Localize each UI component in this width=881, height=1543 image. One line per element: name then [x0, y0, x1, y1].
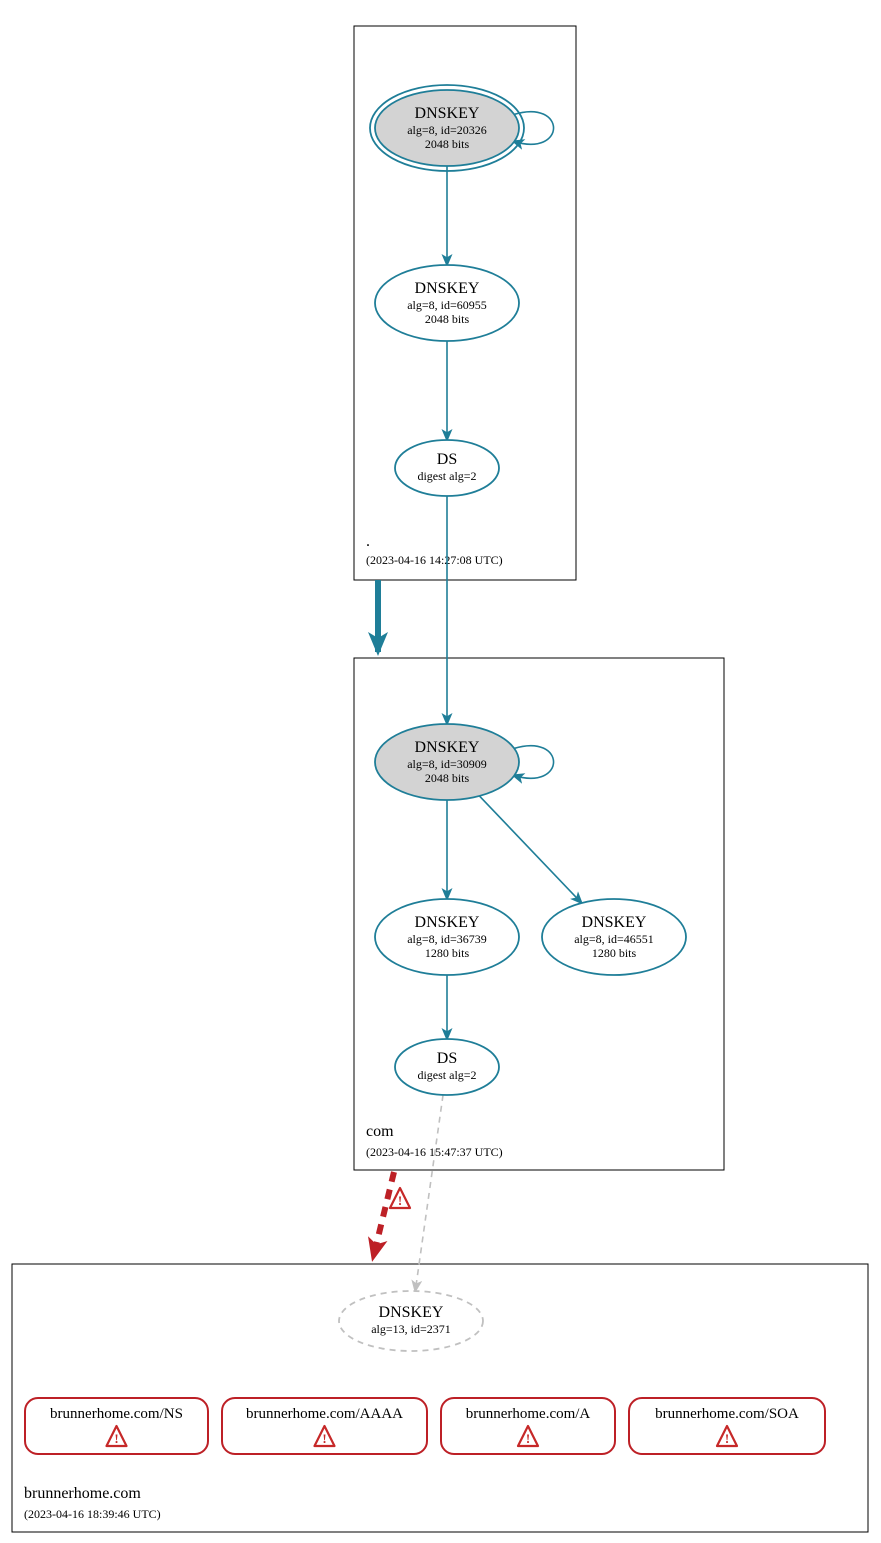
svg-text:!: ! — [322, 1431, 326, 1446]
node-line2-com_zsk1: alg=8, id=36739 — [407, 932, 487, 946]
svg-text:!: ! — [526, 1431, 530, 1446]
zone-timestamp-root: (2023-04-16 14:27:08 UTC) — [366, 553, 503, 567]
node-line3-root_ksk: 2048 bits — [425, 137, 470, 151]
node-line2-com_zsk2: alg=8, id=46551 — [574, 932, 654, 946]
node-line2-root_ds: digest alg=2 — [417, 469, 476, 483]
node-title-com_ds: DS — [437, 1050, 457, 1067]
node-title-domain_dnskey: DNSKEY — [379, 1304, 444, 1321]
node-com_ksk: DNSKEYalg=8, id=309092048 bits — [375, 724, 519, 800]
rr_aaaa-label: brunnerhome.com/AAAA — [246, 1406, 403, 1422]
svg-text:!: ! — [725, 1431, 729, 1446]
nodes: DNSKEYalg=8, id=203262048 bitsDNSKEYalg=… — [339, 85, 686, 1351]
node-title-com_ksk: DNSKEY — [415, 739, 480, 756]
edge-com_ds_domain_dnskey — [415, 1095, 443, 1291]
delegation-com_to_domain — [373, 1172, 394, 1258]
zone-label-root: . — [366, 533, 370, 550]
node-line2-com_ksk: alg=8, id=30909 — [407, 757, 487, 771]
node-line3-com_zsk2: 1280 bits — [592, 946, 637, 960]
zone-timestamp-domain: (2023-04-16 18:39:46 UTC) — [24, 1507, 161, 1521]
node-title-com_zsk2: DNSKEY — [582, 914, 647, 931]
node-title-root_ksk: DNSKEY — [415, 105, 480, 122]
delegation-warn-com_to_domain-icon: ! — [390, 1188, 410, 1208]
node-title-root_zsk: DNSKEY — [415, 280, 480, 297]
node-com_ds: DSdigest alg=2 — [395, 1039, 499, 1095]
node-root_ksk: DNSKEYalg=8, id=203262048 bits — [370, 85, 524, 171]
node-line2-root_zsk: alg=8, id=60955 — [407, 298, 487, 312]
node-line3-com_ksk: 2048 bits — [425, 771, 470, 785]
node-line2-root_ksk: alg=8, id=20326 — [407, 123, 487, 137]
node-line3-root_zsk: 2048 bits — [425, 312, 470, 326]
rr_soa-label: brunnerhome.com/SOA — [655, 1406, 799, 1422]
node-com_zsk2: DNSKEYalg=8, id=465511280 bits — [542, 899, 686, 975]
node-domain_dnskey: DNSKEYalg=13, id=2371 — [339, 1291, 483, 1351]
zone-label-domain: brunnerhome.com — [24, 1485, 141, 1502]
node-root_ds: DSdigest alg=2 — [395, 440, 499, 496]
rr_a-label: brunnerhome.com/A — [466, 1406, 591, 1422]
node-line3-com_zsk1: 1280 bits — [425, 946, 470, 960]
node-root_zsk: DNSKEYalg=8, id=609552048 bits — [375, 265, 519, 341]
node-com_zsk1: DNSKEYalg=8, id=367391280 bits — [375, 899, 519, 975]
node-title-root_ds: DS — [437, 451, 457, 468]
node-title-com_zsk1: DNSKEY — [415, 914, 480, 931]
rr_ns-label: brunnerhome.com/NS — [50, 1406, 183, 1422]
node-line2-com_ds: digest alg=2 — [417, 1068, 476, 1082]
svg-text:!: ! — [114, 1431, 118, 1446]
svg-text:!: ! — [398, 1193, 402, 1208]
zone-label-com: com — [366, 1123, 394, 1140]
edge-com_ksk_zsk2 — [479, 796, 581, 903]
node-line2-domain_dnskey: alg=13, id=2371 — [371, 1322, 451, 1336]
